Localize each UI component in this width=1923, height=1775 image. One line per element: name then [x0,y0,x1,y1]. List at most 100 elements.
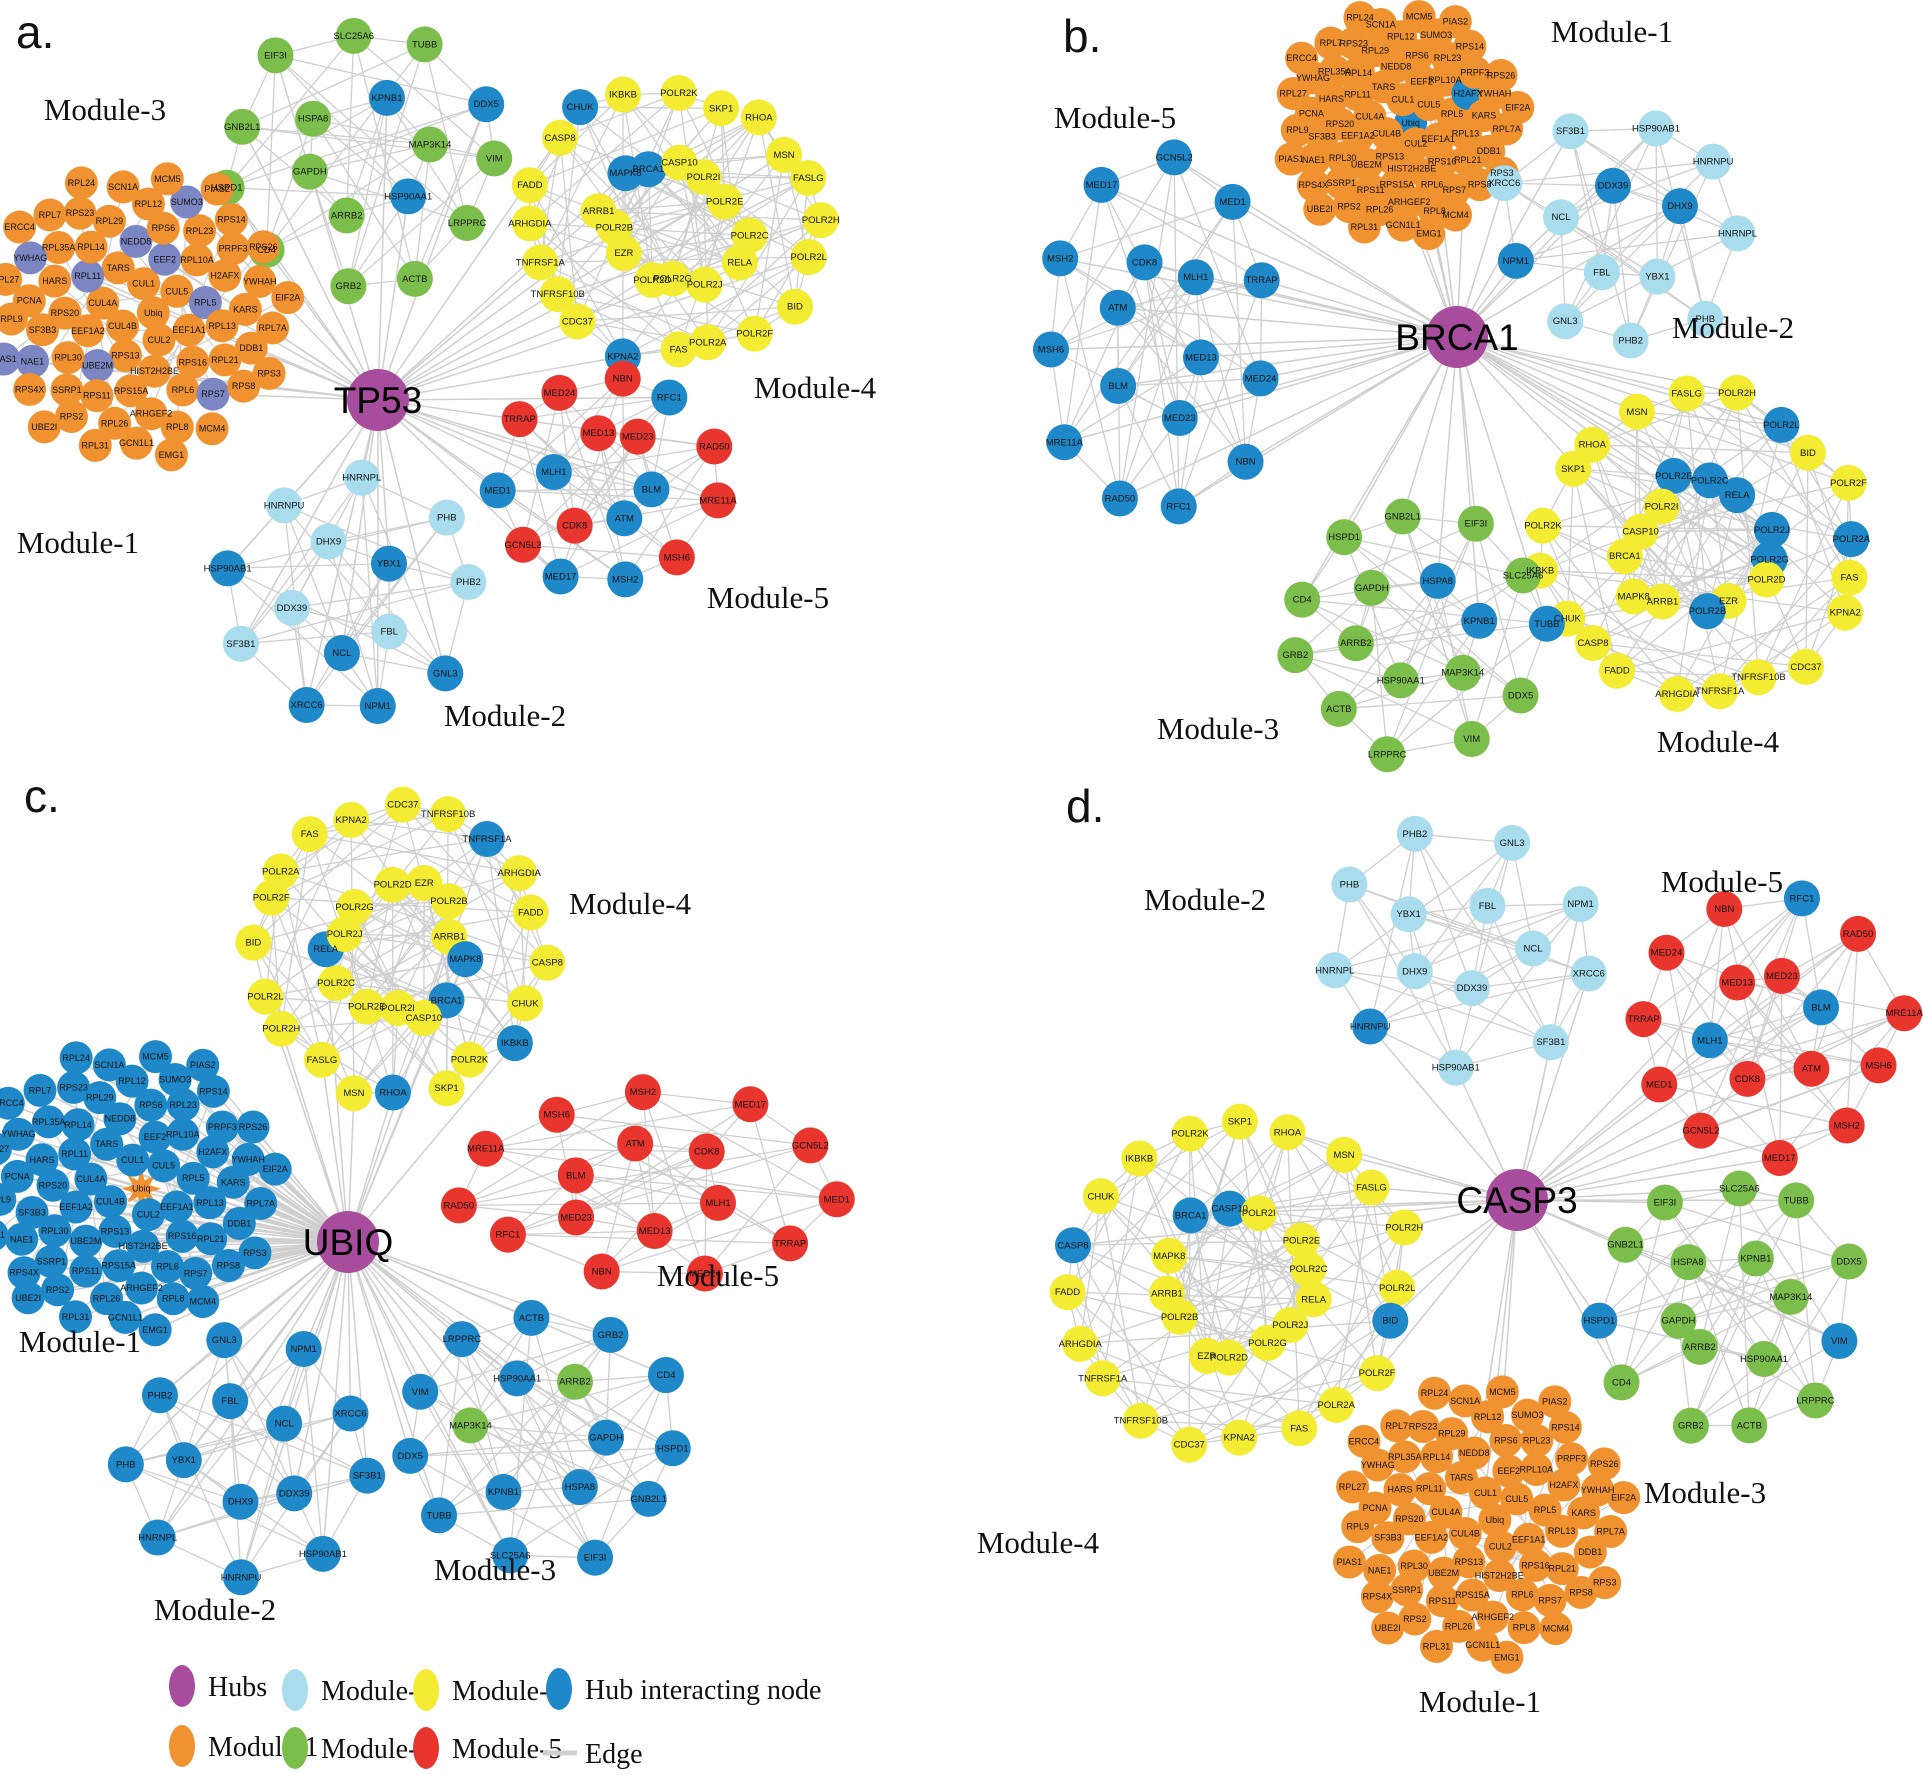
node-FADD[interactable] [1049,1274,1086,1311]
node-MAPK8[interactable] [1615,578,1652,615]
node-RPL11[interactable] [58,1137,92,1171]
node-EEF2[interactable] [138,1120,172,1154]
node-BLM[interactable] [1100,368,1137,405]
node-SF3B1[interactable] [1552,113,1589,150]
node-KPNB1[interactable] [1461,602,1498,639]
node-BID[interactable] [1372,1302,1409,1339]
node-RPL14[interactable] [74,230,108,264]
node-POLR2A[interactable] [1833,521,1870,558]
node-MED17[interactable] [542,558,579,595]
node-HSP90AB1[interactable] [1437,1049,1474,1086]
node-CASP8[interactable] [529,944,566,981]
node-RPL13[interactable] [205,309,239,343]
node-POLR2K[interactable] [451,1041,488,1078]
node-GRB2[interactable] [592,1316,629,1353]
node-RPL30[interactable] [51,341,85,375]
node-EEF1A1[interactable] [1512,1522,1546,1556]
node-MED24[interactable] [1648,934,1685,971]
node-HSP90AB1[interactable] [304,1535,341,1572]
node-Ubiq[interactable] [136,296,170,330]
node-POLR2E[interactable] [1283,1222,1320,1259]
node-UBE2I[interactable] [27,410,61,444]
node-RAD50[interactable] [1101,480,1138,517]
node-GNL3[interactable] [206,1322,243,1359]
node-RPS23[interactable] [57,1070,91,1104]
node-KPNB1[interactable] [1737,1240,1774,1277]
node-RPL14[interactable] [61,1108,95,1142]
node-FAS[interactable] [1831,559,1868,596]
node-CHUK[interactable] [562,89,599,126]
node-EIF3I[interactable] [257,37,294,74]
node-TNFRSF10B[interactable] [1740,659,1777,696]
node-CDK8[interactable] [1729,1060,1766,1097]
node-NAE1[interactable] [1363,1553,1397,1587]
node-RAD50[interactable] [696,428,733,465]
node-UBE2I[interactable] [1303,192,1337,226]
node-ERCC4[interactable] [1285,41,1319,75]
node-TARS[interactable] [90,1127,124,1161]
node-CASP10[interactable] [1211,1190,1248,1227]
node-YBX1[interactable] [370,545,407,582]
node-ATM[interactable] [617,1125,654,1162]
node-MCM4[interactable] [195,412,229,446]
node-YWHAH[interactable] [231,1142,265,1176]
node-VIM[interactable] [402,1373,439,1410]
node-EIF2A[interactable] [1607,1481,1641,1515]
node-TUBB[interactable] [406,26,443,63]
node-TNFRSF10B[interactable] [539,276,576,313]
node-DDX5[interactable] [1502,677,1539,714]
node-XRCC6[interactable] [1570,955,1607,992]
node-SKP1[interactable] [1555,450,1592,487]
node-MCM4[interactable] [186,1284,220,1318]
node-RPS4X[interactable] [13,372,47,406]
node-RPS11[interactable] [80,379,114,413]
node-TNFRSF1A[interactable] [468,821,505,858]
node-HSP90AB1[interactable] [209,550,246,587]
node-ARRB2[interactable] [1337,625,1374,662]
node-FBL[interactable] [371,613,408,650]
node-MED24[interactable] [1242,360,1279,397]
node-MED13[interactable] [636,1213,673,1250]
node-RPS26[interactable] [1587,1447,1621,1481]
node-MED24[interactable] [686,1255,723,1292]
node-MCM5[interactable] [139,1040,173,1074]
node-HSPA8[interactable] [1419,562,1456,599]
node-RPL11[interactable] [1412,1472,1446,1506]
node-PIAS2[interactable] [200,172,234,206]
node-MSH6[interactable] [1032,331,1069,368]
node-MED1[interactable] [1641,1066,1678,1103]
node-BRCA1[interactable] [630,151,667,188]
node-MED23[interactable] [558,1199,595,1236]
node-PRPF3[interactable] [1458,55,1492,89]
node-RPS14[interactable] [196,1074,230,1108]
node-MED13[interactable] [1719,964,1756,1001]
node-RPS6[interactable] [1489,1423,1523,1457]
node-PRPF3[interactable] [1555,1442,1589,1476]
node-GCN5L2[interactable] [792,1127,829,1164]
node-POLR2J[interactable] [686,266,723,303]
node-TRRAP[interactable] [501,401,538,438]
node-EEF1A2[interactable] [1414,1520,1448,1554]
node-POLR2H[interactable] [802,202,839,239]
node-ARRB2[interactable] [556,1363,593,1400]
node-SLC25A6[interactable] [1721,1170,1758,1207]
node-RPS3[interactable] [1588,1566,1622,1600]
node-RPS4X[interactable] [7,1256,41,1290]
node-CASP8[interactable] [542,119,579,156]
node-DDB1[interactable] [222,1206,256,1240]
node-RPS23[interactable] [63,196,97,230]
node-POLR2K[interactable] [660,74,697,111]
node-HARS[interactable] [38,264,72,298]
node-ARRB2[interactable] [328,197,365,234]
node-CDK8[interactable] [1126,244,1163,281]
node-MSH2[interactable] [607,561,644,598]
node-GCN5L2[interactable] [1682,1112,1719,1149]
node-TNFRSF10B[interactable] [430,796,467,833]
node-POLR2J[interactable] [326,916,363,953]
node-HIST2H2BE[interactable] [1482,1559,1516,1593]
node-MSH6[interactable] [1860,1047,1897,1084]
node-RPS11[interactable] [69,1254,103,1288]
node-CUL5[interactable] [1500,1482,1534,1516]
node-BID[interactable] [1789,434,1826,471]
node-MSH2[interactable] [1828,1107,1865,1144]
